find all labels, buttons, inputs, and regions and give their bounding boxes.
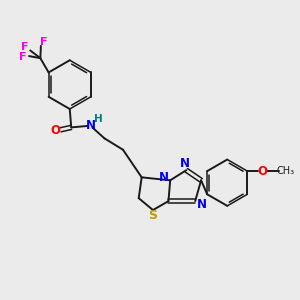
Text: N: N <box>180 157 190 170</box>
Text: CH₃: CH₃ <box>277 166 295 176</box>
Text: F: F <box>40 37 48 47</box>
Text: H: H <box>94 114 102 124</box>
Text: N: N <box>159 171 169 184</box>
Text: N: N <box>85 119 96 132</box>
Text: O: O <box>258 165 268 178</box>
Text: N: N <box>197 198 207 211</box>
Text: F: F <box>21 42 28 52</box>
Text: S: S <box>148 209 157 223</box>
Text: F: F <box>19 52 26 62</box>
Text: O: O <box>51 124 61 137</box>
